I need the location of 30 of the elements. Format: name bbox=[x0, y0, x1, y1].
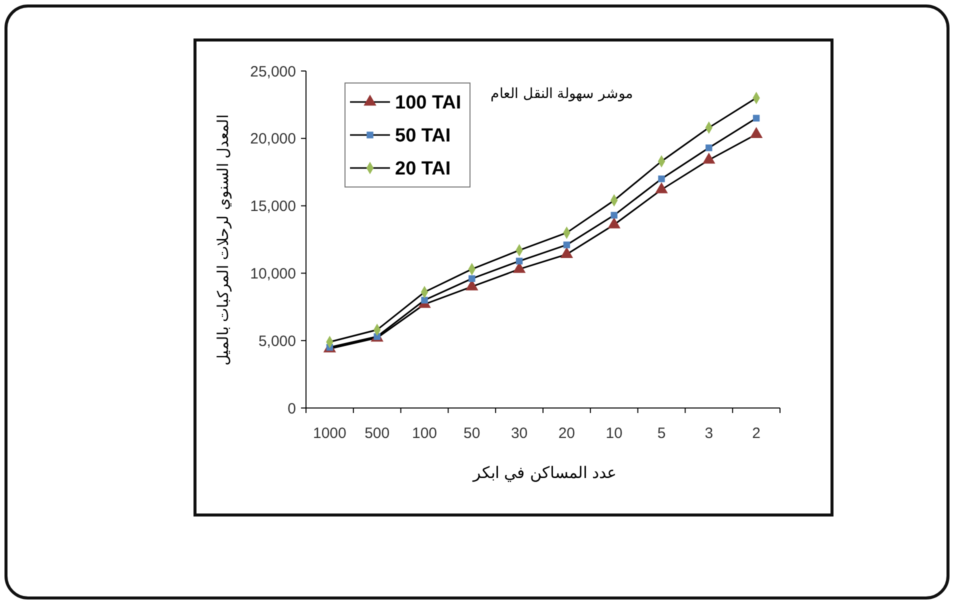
legend-label: 100 TAI bbox=[395, 92, 462, 114]
x-tick-label: 30 bbox=[510, 425, 528, 442]
x-tick-label: 2 bbox=[752, 425, 760, 442]
x-tick-label: 5 bbox=[657, 425, 666, 442]
point bbox=[752, 114, 760, 122]
point bbox=[658, 175, 665, 182]
point bbox=[516, 258, 523, 264]
text: موشر سهولة النقل العام bbox=[490, 86, 634, 102]
x-tick-label: 1000 bbox=[313, 425, 346, 442]
x-tick-label: 3 bbox=[704, 425, 714, 442]
point bbox=[421, 296, 428, 304]
point bbox=[610, 212, 618, 219]
y-tick-label: 25,000 bbox=[250, 63, 296, 80]
legend-label: 20 TAI bbox=[395, 158, 451, 180]
point bbox=[468, 275, 476, 282]
x-tick-label: 500 bbox=[364, 425, 390, 442]
y-tick-label: 0 bbox=[288, 400, 296, 418]
y-tick-label: 10,000 bbox=[250, 265, 296, 282]
x-tick-label: 20 bbox=[558, 425, 576, 442]
y-tick-label: 5,000 bbox=[258, 332, 296, 350]
x-tick-label: 50 bbox=[464, 425, 480, 442]
y-tick-label: 15,000 bbox=[250, 198, 296, 216]
point bbox=[563, 242, 570, 248]
legend-label: 50 TAI bbox=[395, 126, 451, 147]
x-axis-title: عدد المساكن في ابكر bbox=[472, 463, 618, 482]
point bbox=[706, 144, 712, 152]
y-axis-title: المعدل السنوي لرحلات المركبات بالميل bbox=[214, 114, 232, 366]
x-tick-label: 100 bbox=[412, 425, 438, 442]
y-tick-label: 20,000 bbox=[250, 130, 296, 148]
x-tick-label: 10 bbox=[606, 425, 622, 442]
